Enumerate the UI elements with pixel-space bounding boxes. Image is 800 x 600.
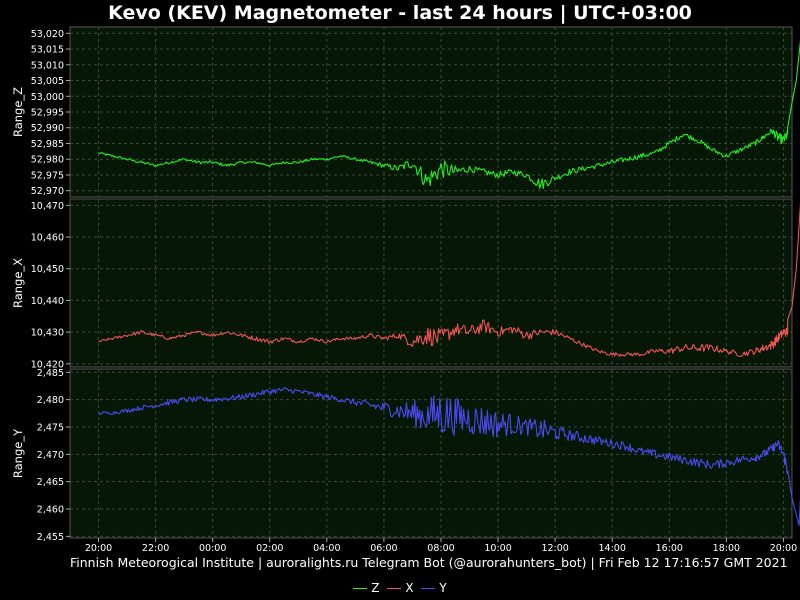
y-tick-label: 52,980 [31, 155, 64, 166]
y-tick-label: 53,020 [31, 29, 64, 40]
y-tick-label: 2,480 [37, 395, 64, 406]
x-tick-label: 08:00 [427, 543, 454, 554]
x-tick-label: 14:00 [599, 543, 626, 554]
x-tick-label: 06:00 [370, 543, 397, 554]
y-tick-label: 10,420 [31, 359, 64, 370]
x-tick-label: 04:00 [313, 543, 340, 554]
x-tick-label: 12:00 [541, 543, 568, 554]
y-tick-label: 52,975 [31, 170, 64, 181]
y-axis-label: Range_Y [11, 428, 25, 478]
chart-legend: Z X Y [0, 580, 800, 596]
y-tick-label: 53,015 [31, 45, 64, 56]
y-tick-label: 2,455 [37, 532, 64, 543]
legend-swatch-z [353, 588, 368, 589]
y-tick-label: 2,475 [37, 422, 64, 433]
y-tick-label: 10,450 [31, 264, 64, 275]
legend-item-z: Z [353, 580, 380, 596]
y-tick-label: 10,440 [31, 296, 64, 307]
y-axis-label: Range_Z [11, 87, 25, 137]
panel-y: 2,455 2,460 2,465 2,470 2,475 2,480 2,485 Range… [11, 368, 800, 543]
x-tick-label: 22:00 [142, 543, 169, 554]
legend-swatch-x [387, 588, 402, 589]
x-tick-label: 20:00 [85, 543, 112, 554]
y-axis-label: Range_X [11, 258, 25, 308]
x-axis: 20:00 22:00 00:00 02:00 04:00 06:00 08:00 10:00… [85, 538, 797, 554]
y-tick-label: 52,995 [31, 108, 64, 119]
y-tick-label: 10,460 [31, 233, 64, 244]
panel-x: 10,420 10,430 10,440 10,450 10,460 10,470 Rang… [11, 198, 800, 370]
y-tick-label: 52,990 [31, 123, 64, 134]
series-line-x [98, 202, 800, 358]
y-tick-label: 2,460 [37, 505, 64, 516]
y-tick-label: 10,470 [31, 201, 64, 212]
y-tick-label: 2,485 [37, 368, 64, 379]
chart-title: Kevo (KEV) Magnetometer - last 24 hours … [108, 2, 692, 24]
legend-swatch-y [421, 588, 436, 589]
x-tick-label: 02:00 [256, 543, 283, 554]
x-tick-label: 18:00 [713, 543, 740, 554]
y-tick-label: 53,010 [31, 60, 64, 71]
legend-item-x: X [387, 580, 414, 596]
plot-area-y [69, 368, 793, 539]
legend-item-y: Y [421, 580, 447, 596]
y-tick-label: 52,970 [31, 186, 64, 197]
y-tick-label: 52,985 [31, 139, 64, 150]
y-tick-label: 2,470 [37, 450, 64, 461]
y-tick-label: 53,000 [31, 92, 64, 103]
source-caption: Finnish Meteorogical Institute | auroral… [70, 555, 788, 570]
panels-layer: 52,970 52,975 52,980 52,985 52,990 52,995 53,0… [11, 26, 800, 543]
x-tick-label: 10:00 [484, 543, 511, 554]
legend-label-y: Y [439, 581, 447, 595]
panel-z: 52,970 52,975 52,980 52,985 52,990 52,995 53,0… [11, 26, 800, 198]
series-line-y [98, 387, 800, 526]
y-tick-label: 10,430 [31, 328, 64, 339]
x-tick-label: 20:00 [770, 543, 797, 554]
x-tick-label: 00:00 [199, 543, 226, 554]
legend-label-z: Z [371, 581, 380, 595]
series-line-z [98, 40, 800, 190]
y-tick-label: 2,465 [37, 477, 64, 488]
legend-label-x: X [405, 581, 414, 595]
y-tick-label: 53,005 [31, 76, 64, 87]
x-tick-label: 16:00 [656, 543, 683, 554]
